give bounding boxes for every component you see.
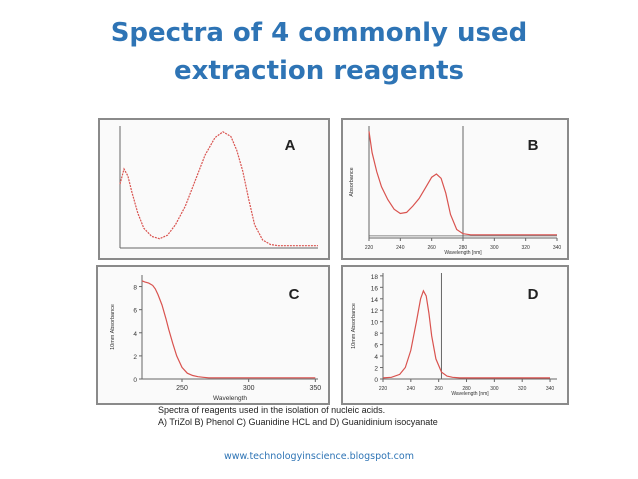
x-tick-label-b: 240 [396, 245, 405, 251]
spectrum-trace-d [382, 289, 550, 379]
panel-letter-a: A [285, 137, 296, 154]
y-tick-label-d: 2 [374, 366, 378, 373]
y-tick-label-c: 6 [133, 308, 137, 315]
spectrum-trace-a [119, 131, 318, 247]
x-tick-label-b: 220 [365, 245, 374, 251]
y-tick-label-c: 8 [133, 285, 137, 292]
x-tick-label-d: 240 [407, 386, 416, 392]
spectra-figure: A 220 240 260 280 300 320 340 Wavelength [nm] Ab… [94, 116, 572, 438]
x-tick-label-c: 350 [309, 385, 321, 392]
x-tick-label-d: 280 [462, 386, 471, 392]
y-tick-label-d: 12 [371, 308, 379, 315]
x-axis-label-c: Wavelength [213, 395, 247, 402]
y-tick-label-d: 0 [374, 377, 378, 384]
spectrum-panel-a: A [98, 118, 330, 260]
y-tick-label-d: 6 [374, 343, 378, 350]
x-tick-label-b: 340 [553, 245, 562, 251]
x-tick-label-d: 220 [379, 386, 388, 392]
spectrum-panel-d: 0 2 4 6 8 10 12 14 16 18 220 240 260 280 300 320 340 Wave… [341, 265, 569, 405]
x-tick-label-b: 320 [521, 245, 530, 251]
spectrum-trace-c [141, 280, 316, 379]
y-tick-label-d: 4 [374, 354, 378, 361]
spectrum-chart-d: 0 2 4 6 8 10 12 14 16 18 220 240 260 280 300 320 340 Wave… [351, 273, 557, 397]
slide-title-line-2: extraction reagents [173, 56, 465, 86]
y-tick-label-c: 0 [133, 377, 137, 384]
panel-letter-c: C [289, 286, 300, 303]
x-tick-label-b: 300 [490, 245, 499, 251]
slide-title-line-1: Spectra of 4 commonly used [110, 18, 528, 48]
x-axis-label-b: Wavelength [nm] [444, 250, 482, 256]
x-tick-label-d: 320 [518, 386, 527, 392]
x-tick-label-d: 300 [490, 386, 499, 392]
spectrum-panel-c: 0 2 4 6 8 250 300 350 Wavelength 10mm Absorbance C [96, 265, 330, 405]
footer-url[interactable]: www.technologyinscience.blogspot.com [224, 451, 414, 462]
x-tick-label-c: 300 [243, 385, 255, 392]
y-tick-label-d: 18 [371, 274, 379, 281]
spectrum-trace-b [368, 131, 557, 236]
y-axis-label-d: 10mm Absorbance [351, 303, 357, 349]
y-tick-label-d: 14 [371, 297, 379, 304]
figure-caption: Spectra of reagents used in the isolatio… [158, 404, 578, 428]
y-tick-label-c: 2 [133, 354, 137, 361]
y-axis-label-b: Absorbance [349, 167, 355, 196]
caption-line-2: A) TriZol B) Phenol C) Guanidine HCL and… [158, 417, 438, 427]
x-tick-label-b: 280 [459, 245, 468, 251]
y-tick-label-d: 8 [374, 331, 378, 338]
y-axis-label-c: 10mm Absorbance [110, 304, 116, 350]
slide-title: Spectra of 4 commonly used extraction re… [0, 14, 638, 90]
x-tick-label-d: 340 [546, 386, 555, 392]
y-tick-label-d: 10 [371, 320, 379, 327]
caption-line-1: Spectra of reagents used in the isolatio… [158, 405, 386, 415]
spectrum-chart-c: 0 2 4 6 8 250 300 350 Wavelength 10mm Absorbance C [110, 275, 321, 402]
x-tick-label-c: 250 [176, 385, 188, 392]
panel-letter-d: D [528, 286, 539, 303]
spectrum-chart-a: A [119, 126, 318, 249]
x-axis-label-d: Wavelength [nm] [451, 391, 489, 397]
y-tick-label-c: 4 [133, 331, 137, 338]
spectrum-panel-b: 220 240 260 280 300 320 340 Wavelength [nm] Abso… [341, 118, 569, 260]
panel-letter-b: B [528, 137, 539, 154]
x-tick-label-b: 260 [427, 245, 436, 251]
spectrum-chart-b: 220 240 260 280 300 320 340 Wavelength [nm] Abso… [349, 126, 562, 256]
y-tick-label-d: 16 [371, 285, 379, 292]
x-tick-label-d: 260 [435, 386, 444, 392]
